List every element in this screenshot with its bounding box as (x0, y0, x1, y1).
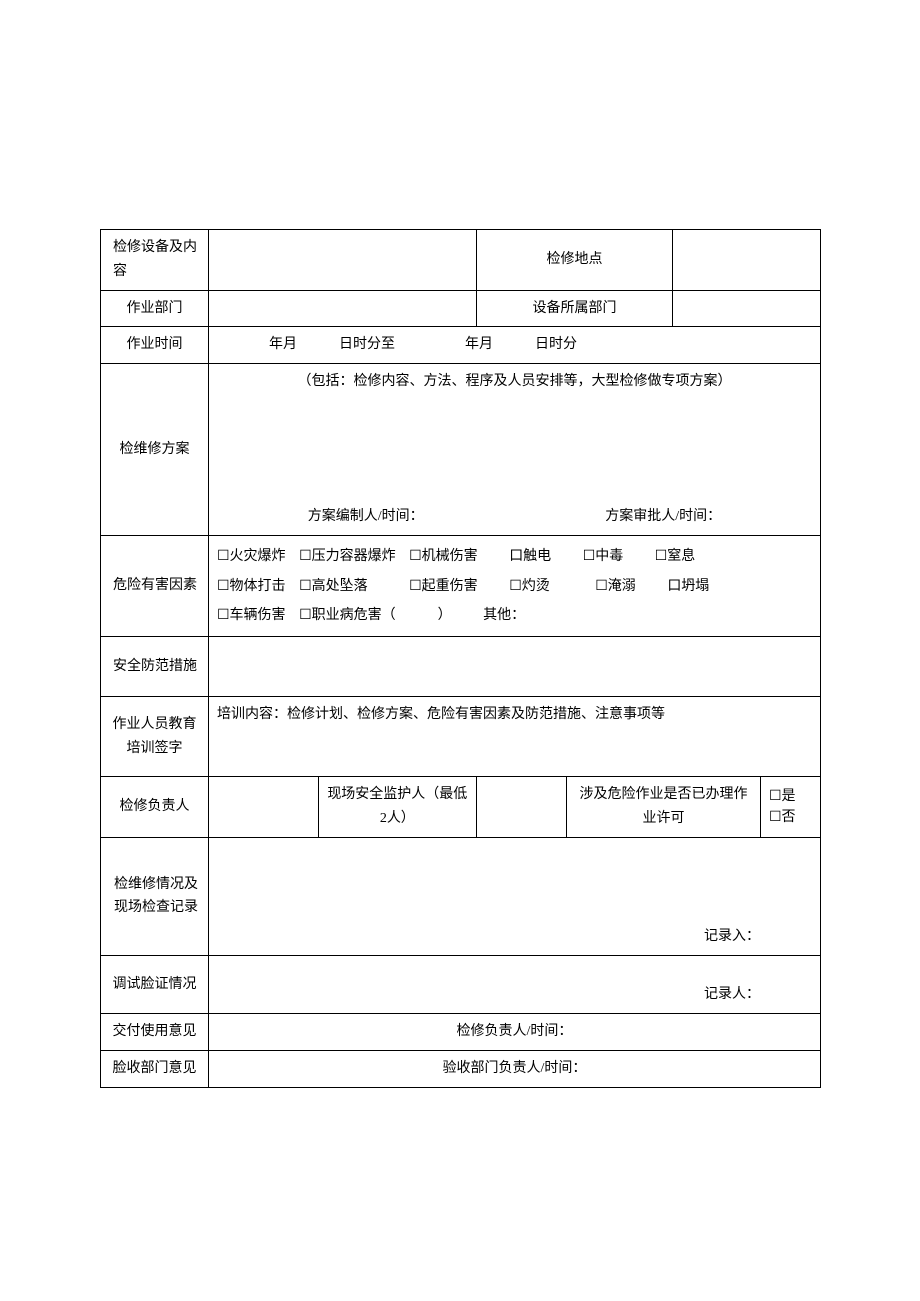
plan-content[interactable]: （包括：检修内容、方法、程序及人员安排等，大型检修做专项方案） 方案编制人/时间… (209, 364, 821, 536)
hazard-vehicle[interactable]: ☐车辆伤害 (217, 601, 286, 630)
plan-approver-label: 方案审批人/时间： (605, 505, 721, 529)
hazard-suffocation[interactable]: ☐窒息 (655, 542, 696, 571)
hazard-row-2: ☐物体打击 ☐高处坠落 ☐起重伤害 ☐灼烫 ☐淹溺 口坍塌 (217, 572, 812, 601)
hazard-row-3: ☐车辆伤害 ☐职业病危害（ ） 其他： (217, 601, 812, 630)
hazard-label: 危险有害因素 (101, 536, 209, 637)
deliver-content[interactable]: 检修负责人/时间： (209, 1013, 821, 1050)
hazard-row-1: ☐火灾爆炸 ☐压力容器爆炸 ☐机械伤害 口触电 ☐中毒 ☐窒息 (217, 542, 812, 571)
hazard-strike[interactable]: ☐物体打击 (217, 572, 286, 601)
safety-label: 安全防范措施 (101, 637, 209, 697)
hazard-fire[interactable]: ☐火灾爆炸 (217, 542, 286, 571)
dept-value[interactable] (209, 290, 477, 327)
accept-sign-label: 验收部门负责人/时间： (443, 1061, 587, 1076)
work-time-value[interactable]: 年月 日时分至 年月 日时分 (209, 327, 821, 364)
record-content[interactable]: 记录入： (209, 837, 821, 955)
work-time-label: 作业时间 (101, 327, 209, 364)
training-note: 培训内容：检修计划、检修方案、危险有害因素及防范措施、注意事项等 (217, 707, 665, 722)
hazard-burn[interactable]: ☐灼烫 (509, 572, 550, 601)
accept-label: 脸收部门意见 (101, 1050, 209, 1087)
safety-value[interactable] (209, 637, 821, 697)
hazard-electric[interactable]: 口触电 (509, 542, 551, 571)
hazard-drown[interactable]: ☐淹溺 (595, 572, 636, 601)
permit-no[interactable]: ☐否 (769, 807, 812, 828)
owner-dept-value[interactable] (673, 290, 821, 327)
hazard-lifting[interactable]: ☐起重伤害 (409, 572, 478, 601)
leader-value[interactable] (209, 777, 319, 838)
training-content[interactable]: 培训内容：检修计划、检修方案、危险有害因素及防范措施、注意事项等 (209, 697, 821, 777)
location-value[interactable] (673, 230, 821, 291)
hazard-collapse[interactable]: 口坍塌 (667, 572, 709, 601)
permit-yes[interactable]: ☐是 (769, 786, 812, 807)
location-label: 检修地点 (477, 230, 673, 291)
permit-label: 涉及危险作业是否已办理作业许可 (567, 777, 761, 838)
verify-recorder-label: 记录人： (704, 987, 760, 1002)
equipment-value[interactable] (209, 230, 477, 291)
record-recorder-label: 记录入： (704, 929, 760, 944)
verify-label: 调试脸证情况 (101, 955, 209, 1013)
hazard-fall[interactable]: ☐高处坠落 (299, 572, 368, 601)
plan-editor-label: 方案编制人/时间： (308, 505, 424, 529)
plan-note: （包括：检修内容、方法、程序及人员安排等，大型检修做专项方案） (217, 370, 812, 394)
equipment-label: 检修设备及内容 (101, 230, 209, 291)
hazard-other[interactable]: 其他： (483, 601, 525, 630)
owner-dept-label: 设备所属部门 (477, 290, 673, 327)
training-label: 作业人员教育培训签字 (101, 697, 209, 777)
hazard-content[interactable]: ☐火灾爆炸 ☐压力容器爆炸 ☐机械伤害 口触电 ☐中毒 ☐窒息 ☐物体打击 ☐高… (209, 536, 821, 637)
supervisor-value[interactable] (477, 777, 567, 838)
hazard-pressure[interactable]: ☐压力容器爆炸 (299, 542, 396, 571)
deliver-label: 交付使用意见 (101, 1013, 209, 1050)
dept-label: 作业部门 (101, 290, 209, 327)
supervisor-label: 现场安全监护人（最低2人） (318, 777, 476, 838)
hazard-poison[interactable]: ☐中毒 (583, 542, 624, 571)
leader-label: 检修负责人 (101, 777, 209, 838)
verify-content[interactable]: 记录人： (209, 955, 821, 1013)
plan-label: 检维修方案 (101, 364, 209, 536)
hazard-mechanical[interactable]: ☐机械伤害 (409, 542, 478, 571)
permit-value[interactable]: ☐是 ☐否 (761, 777, 821, 838)
accept-content[interactable]: 验收部门负责人/时间： (209, 1050, 821, 1087)
deliver-sign-label: 检修负责人/时间： (457, 1024, 573, 1039)
hazard-occupational[interactable]: ☐职业病危害（ ） (299, 601, 452, 630)
record-label: 检维修情况及现场检查记录 (101, 837, 209, 955)
